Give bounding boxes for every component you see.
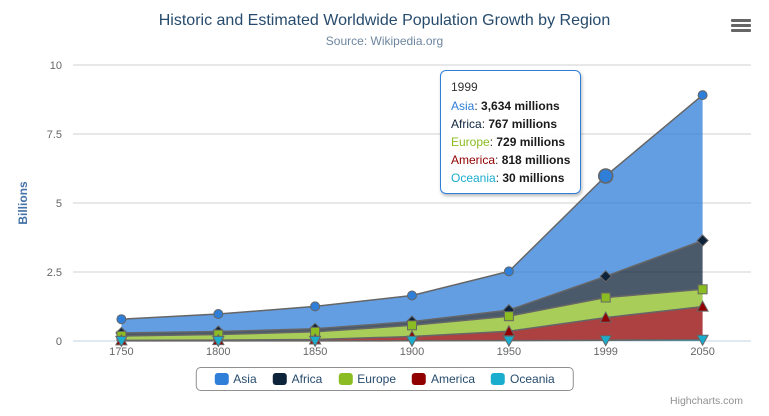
area-band-asia[interactable]: [121, 95, 703, 333]
x-axis-label: 1800: [206, 346, 230, 358]
legend: Asia Africa Europe America Oceania: [195, 367, 574, 391]
tooltip-row-oceania: Oceania: 30 millions: [451, 171, 565, 185]
data-point-asia-1900[interactable]: [407, 290, 417, 301]
legend-swatch-icon: [214, 373, 229, 385]
data-point-europe-1950[interactable]: [503, 311, 514, 322]
data-point-oceania-1850[interactable]: [308, 335, 322, 348]
tooltip-category: 1999: [451, 80, 478, 94]
x-axis-label: 1900: [400, 346, 424, 358]
x-axis-label: 2050: [690, 346, 714, 358]
data-point-africa-1999[interactable]: [599, 270, 612, 283]
x-axis-label: 1850: [303, 346, 327, 358]
legend-swatch-icon: [412, 373, 427, 385]
data-point-oceania-1750[interactable]: [115, 335, 128, 348]
legend-swatch-icon: [338, 373, 353, 385]
legend-swatch-icon: [491, 373, 506, 385]
tooltip: 1999 Asia: 3,634 millions Africa: 767 mill…: [440, 70, 582, 194]
x-axis-label: 1950: [497, 346, 521, 358]
hamburger-icon: [731, 19, 751, 32]
data-point-america-2050[interactable]: [696, 300, 709, 312]
data-point-asia-2050[interactable]: [697, 90, 708, 101]
y-axis-label: 5: [56, 198, 62, 210]
data-point-europe-1900[interactable]: [407, 320, 417, 331]
data-point-oceania-1800[interactable]: [211, 335, 225, 348]
legend-item-oceania[interactable]: Oceania: [491, 372, 555, 386]
data-point-europe-2050[interactable]: [697, 284, 708, 295]
export-menu-button[interactable]: [727, 15, 755, 36]
y-axis-label: 7.5: [47, 129, 62, 141]
tooltip-row-europe: Europe: 729 millions: [451, 135, 566, 149]
chart-subtitle: Source: Wikipedia.org: [325, 34, 444, 48]
data-point-africa-2050[interactable]: [696, 234, 709, 247]
y-axis-label: 0: [56, 336, 62, 348]
y-axis-label: 2.5: [47, 267, 62, 279]
data-point-oceania-2050[interactable]: [696, 334, 709, 347]
legend-label: America: [431, 372, 476, 386]
y-axis-label: 10: [50, 60, 62, 72]
legend-label: Africa: [291, 372, 323, 386]
legend-label: Asia: [233, 372, 257, 386]
legend-label: Europe: [357, 372, 397, 386]
data-point-oceania-1900[interactable]: [405, 335, 419, 348]
x-axis-label: 1750: [109, 346, 133, 358]
legend-item-africa[interactable]: Africa: [272, 372, 323, 386]
area-band-africa[interactable]: [121, 240, 703, 336]
data-point-asia-1850[interactable]: [310, 301, 321, 312]
data-point-asia-1999[interactable]: [597, 168, 614, 184]
tooltip-row-asia: Asia: 3,634 millions: [451, 99, 560, 113]
data-point-europe-1999[interactable]: [600, 292, 611, 303]
legend-label: Oceania: [510, 372, 555, 386]
data-point-america-1999[interactable]: [599, 311, 613, 323]
legend-item-europe[interactable]: Europe: [338, 372, 396, 386]
data-point-asia-1800[interactable]: [213, 309, 224, 319]
tooltip-row-america: America: 818 millions: [451, 153, 571, 167]
area-band-america[interactable]: [121, 306, 703, 341]
x-axis-label: 1999: [593, 346, 617, 358]
legend-item-america[interactable]: America: [412, 372, 475, 386]
credits-link[interactable]: Highcharts.com: [670, 395, 743, 407]
tooltip-row-africa: Africa: 767 millions: [451, 117, 558, 131]
chart-title: Historic and Estimated Worldwide Populat…: [158, 12, 611, 29]
legend-item-asia[interactable]: Asia: [214, 372, 257, 386]
data-point-oceania-1950[interactable]: [502, 335, 516, 348]
y-axis-title: Billions: [16, 181, 30, 225]
data-point-asia-1950[interactable]: [503, 266, 514, 277]
data-point-oceania-1999[interactable]: [599, 335, 613, 347]
legend-swatch-icon: [272, 373, 287, 385]
data-point-asia-1750[interactable]: [116, 314, 127, 325]
